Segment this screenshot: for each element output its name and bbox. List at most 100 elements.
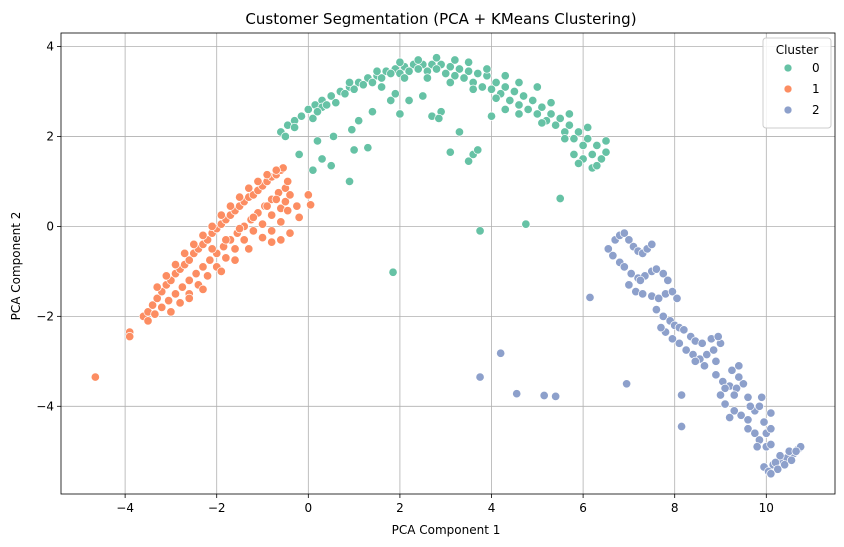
data-point bbox=[294, 149, 304, 159]
data-point bbox=[505, 95, 515, 106]
data-point bbox=[573, 158, 584, 168]
data-point bbox=[225, 201, 236, 211]
data-point bbox=[413, 55, 423, 65]
data-point bbox=[248, 226, 258, 236]
legend-marker bbox=[783, 63, 793, 73]
data-point bbox=[539, 390, 549, 401]
data-point bbox=[743, 415, 753, 425]
data-point bbox=[377, 82, 387, 92]
data-point bbox=[177, 282, 187, 292]
data-point bbox=[523, 104, 533, 115]
data-point bbox=[267, 210, 277, 220]
data-point bbox=[635, 275, 645, 285]
data-point bbox=[702, 350, 712, 360]
data-point bbox=[422, 73, 432, 83]
data-point bbox=[235, 224, 245, 234]
data-point bbox=[468, 84, 478, 94]
data-point bbox=[773, 464, 783, 474]
data-point bbox=[395, 57, 405, 67]
x-tick-label: 6 bbox=[579, 501, 587, 515]
data-point bbox=[738, 379, 748, 389]
data-point bbox=[512, 389, 522, 399]
data-point bbox=[608, 251, 618, 261]
data-point bbox=[418, 91, 428, 101]
data-point bbox=[203, 271, 213, 281]
data-point bbox=[500, 82, 510, 92]
data-point bbox=[791, 446, 801, 456]
data-point bbox=[766, 469, 776, 479]
x-axis-label: PCA Component 1 bbox=[392, 523, 501, 537]
data-point bbox=[711, 370, 721, 380]
data-point bbox=[216, 210, 226, 220]
legend-label: 2 bbox=[812, 103, 820, 117]
data-point bbox=[450, 71, 460, 81]
data-point bbox=[184, 255, 194, 265]
y-tick-label: 4 bbox=[46, 39, 54, 53]
data-point bbox=[766, 439, 776, 450]
data-point bbox=[464, 156, 474, 166]
legend: Cluster 0 1 2 bbox=[762, 37, 832, 129]
data-point bbox=[663, 275, 673, 285]
data-point bbox=[759, 417, 769, 427]
data-point bbox=[377, 73, 387, 83]
data-point bbox=[434, 113, 444, 124]
data-point bbox=[601, 136, 611, 146]
data-point bbox=[537, 118, 547, 128]
data-point bbox=[207, 244, 217, 254]
data-point bbox=[317, 154, 327, 164]
x-tick-label: 2 bbox=[396, 501, 404, 515]
data-point bbox=[322, 100, 332, 110]
data-point bbox=[743, 424, 753, 434]
data-point bbox=[267, 237, 277, 247]
data-point bbox=[583, 134, 593, 144]
scatter-points bbox=[90, 53, 806, 479]
data-point bbox=[276, 235, 286, 245]
data-point bbox=[271, 194, 281, 204]
data-point bbox=[262, 201, 272, 211]
data-point bbox=[143, 316, 153, 326]
data-point bbox=[587, 149, 597, 159]
data-point bbox=[344, 77, 355, 88]
data-point bbox=[303, 104, 313, 115]
data-point bbox=[170, 260, 181, 270]
legend-label: 0 bbox=[812, 61, 820, 75]
data-point bbox=[244, 244, 254, 254]
data-point bbox=[658, 311, 668, 321]
data-point bbox=[674, 338, 684, 348]
data-point bbox=[729, 390, 739, 400]
data-point bbox=[667, 334, 677, 344]
data-point bbox=[727, 365, 737, 375]
data-point bbox=[459, 73, 469, 83]
data-point bbox=[312, 136, 323, 146]
legend-marker bbox=[783, 105, 793, 115]
data-point bbox=[399, 73, 410, 83]
data-point bbox=[296, 111, 306, 121]
data-point bbox=[90, 372, 100, 382]
data-point bbox=[551, 120, 561, 130]
data-point bbox=[743, 392, 753, 402]
data-point bbox=[303, 190, 313, 200]
data-point bbox=[656, 323, 666, 333]
data-point bbox=[569, 134, 579, 144]
data-point bbox=[386, 95, 396, 106]
data-point bbox=[367, 107, 377, 117]
data-point bbox=[713, 332, 723, 342]
data-point bbox=[152, 293, 162, 303]
data-point bbox=[709, 345, 719, 355]
data-point bbox=[290, 122, 300, 132]
y-tick-label: 2 bbox=[46, 129, 54, 143]
data-point bbox=[603, 244, 613, 254]
data-point bbox=[690, 356, 700, 366]
data-point bbox=[328, 131, 339, 141]
data-point bbox=[404, 95, 414, 106]
data-point bbox=[496, 348, 506, 358]
data-point bbox=[221, 253, 231, 263]
data-point bbox=[280, 197, 290, 207]
data-point bbox=[157, 302, 167, 312]
data-point bbox=[347, 125, 357, 135]
data-point bbox=[475, 372, 485, 382]
data-point bbox=[596, 154, 606, 164]
data-point bbox=[626, 269, 636, 279]
data-point bbox=[555, 113, 565, 124]
data-point bbox=[775, 451, 785, 461]
